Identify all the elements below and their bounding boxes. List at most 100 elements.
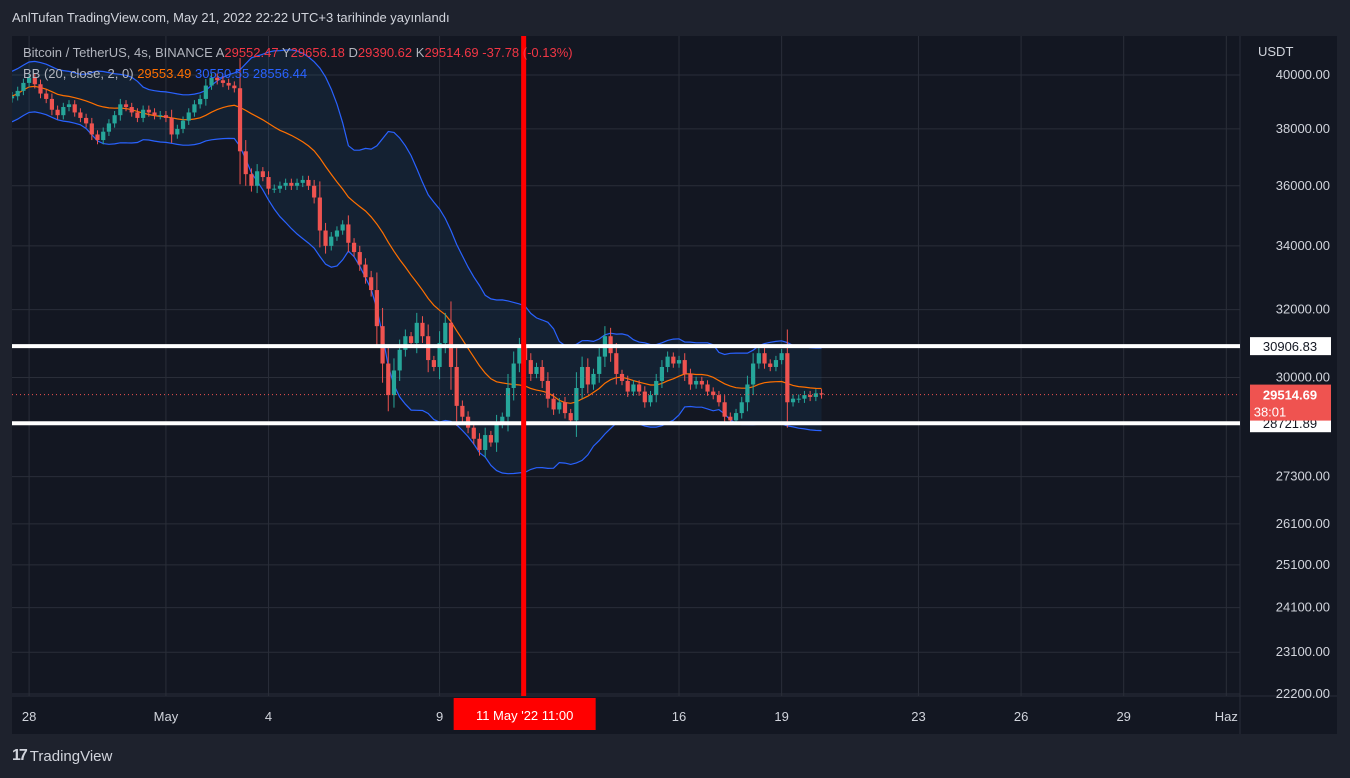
bb-legend: BB (20, close, 2, 0) 29553.49 30550.55 2… <box>23 66 307 81</box>
candle-body <box>163 115 169 118</box>
candle <box>374 272 379 345</box>
candle-body <box>460 405 465 417</box>
candle-body <box>716 395 722 403</box>
candle <box>773 355 779 372</box>
candle <box>135 108 140 123</box>
candle <box>540 360 545 389</box>
price-tick-label: 30000.00 <box>1276 369 1330 384</box>
candle <box>420 316 425 343</box>
candle <box>209 73 214 90</box>
candle-body <box>426 336 431 361</box>
open-label: A <box>215 45 225 60</box>
symbol-name: Bitcoin / TetherUS, 4s, BINANCE <box>23 45 213 60</box>
candle-body <box>346 224 351 243</box>
candle-body <box>431 360 436 367</box>
grid-lines <box>12 36 1337 734</box>
candle <box>659 360 665 389</box>
candle <box>84 113 89 128</box>
price-tick-label: 22200.00 <box>1276 686 1330 701</box>
candle <box>158 110 163 120</box>
candle-body <box>437 342 442 367</box>
candle <box>545 372 550 408</box>
candle-body <box>289 182 294 186</box>
change-value: -37.78 (-0.13%) <box>482 45 573 60</box>
candle-body <box>540 366 545 381</box>
candle-body <box>471 427 476 439</box>
candle <box>386 348 391 412</box>
candle-body <box>551 398 556 410</box>
candle <box>118 98 123 121</box>
bb-upper-value: 30550.55 <box>195 66 250 81</box>
candle <box>745 375 750 412</box>
candle-body <box>534 366 539 374</box>
candle <box>44 89 49 104</box>
candle-body <box>186 112 191 121</box>
candle-body <box>12 96 15 99</box>
candle <box>232 81 237 93</box>
price-tick-label: 40000.00 <box>1276 67 1330 82</box>
last-price-tag <box>1250 384 1331 421</box>
candle <box>163 110 169 123</box>
high-value: 29656.18 <box>290 45 345 60</box>
candle-body <box>631 384 636 392</box>
chart-area[interactable]: 30906.83 28721.89 USDT 40000.00 38000.00 3600… <box>12 36 1337 734</box>
candle-body <box>306 179 311 186</box>
candle <box>106 119 112 136</box>
candle-body <box>443 322 448 343</box>
time-tick-label: Haz <box>1215 709 1238 724</box>
candle-body <box>203 85 208 99</box>
candle-body <box>625 380 630 392</box>
candle <box>180 116 186 134</box>
candle <box>483 427 488 458</box>
candle <box>665 351 670 373</box>
candle-body <box>591 373 596 385</box>
candle <box>27 73 32 88</box>
candle-body <box>808 395 813 397</box>
candle-body <box>243 151 248 175</box>
price-tick-label: 38000.00 <box>1276 121 1330 136</box>
candle <box>294 178 300 190</box>
candle <box>346 215 351 253</box>
candle <box>534 362 539 379</box>
candle-body <box>198 98 203 105</box>
candle-body <box>351 242 357 253</box>
candle-body <box>209 77 214 86</box>
candle <box>557 398 562 414</box>
candle-body <box>72 104 77 113</box>
date-marker-tag <box>453 698 596 730</box>
horizontal-levels <box>12 344 1240 426</box>
candle-body <box>391 370 397 396</box>
candle <box>146 105 151 117</box>
candle-body <box>779 353 784 361</box>
candle <box>488 430 493 447</box>
price-chart[interactable]: 30906.8328721.89USDT40000.0038000.003600… <box>12 36 1337 734</box>
candle <box>12 92 15 103</box>
candle-body <box>192 104 197 113</box>
candle-body <box>175 128 180 135</box>
candle <box>756 348 761 369</box>
candle-body <box>152 112 157 116</box>
candle <box>266 171 271 195</box>
candle-body <box>300 179 305 183</box>
candle-body <box>762 353 767 364</box>
candle <box>226 78 231 90</box>
candle <box>357 245 362 271</box>
candle-body <box>511 363 516 389</box>
candle-body <box>483 435 488 450</box>
candle <box>101 127 106 145</box>
candle-body <box>112 115 117 124</box>
candle <box>762 348 767 369</box>
candle <box>511 351 516 401</box>
time-tick-label: 26 <box>1014 709 1028 724</box>
candle <box>186 108 191 125</box>
candle <box>682 353 687 381</box>
candle <box>317 181 322 248</box>
candle <box>631 380 636 396</box>
candle-body <box>454 366 459 406</box>
candle <box>175 124 180 139</box>
close-value: 29514.69 <box>424 45 479 60</box>
candle-body <box>169 117 174 135</box>
candle-body <box>369 277 374 291</box>
candle <box>112 110 117 128</box>
candle <box>300 175 305 188</box>
